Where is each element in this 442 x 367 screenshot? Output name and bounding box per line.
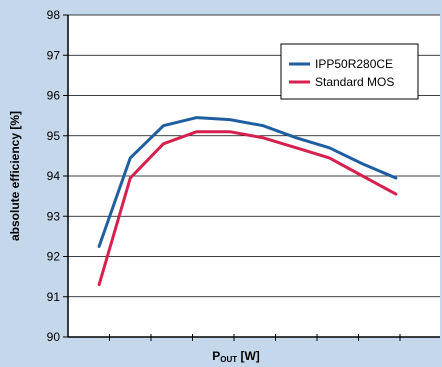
y-tick-label-90: 90 <box>47 330 61 344</box>
legend: IPP50R280CE Standard MOS <box>280 43 419 100</box>
y-tick-label-98: 98 <box>47 8 61 22</box>
y-axis-title: absolute efficiency [%] <box>8 111 22 241</box>
legend-label-ipp50r280ce: IPP50R280CE <box>315 57 393 71</box>
series-line-standard-mos <box>97 130 398 287</box>
y-tick-label-92: 92 <box>47 250 61 264</box>
x-axis-title-subscript: OUT <box>220 355 237 364</box>
axes <box>63 14 440 338</box>
y-tick-label-94: 94 <box>47 169 61 183</box>
legend-box <box>280 43 419 100</box>
y-tick-label-96: 96 <box>47 89 61 103</box>
legend-label-standard-mos: Standard MOS <box>315 75 394 89</box>
series-lines <box>97 116 398 287</box>
x-axis-title: POUT [W] <box>212 349 260 364</box>
y-tick-label-95: 95 <box>47 129 61 143</box>
y-tick-label-91: 91 <box>47 290 61 304</box>
y-tick-labels: 90 91 92 93 94 95 96 97 98 <box>47 8 61 344</box>
series-line-ipp50r280ce <box>97 116 398 248</box>
y-tick-label-97: 97 <box>47 48 61 62</box>
x-axis-title-main: P <box>212 349 220 363</box>
x-ticks <box>109 334 401 341</box>
y-tick-label-93: 93 <box>47 209 61 223</box>
x-axis-title-unit: [W] <box>237 349 260 363</box>
